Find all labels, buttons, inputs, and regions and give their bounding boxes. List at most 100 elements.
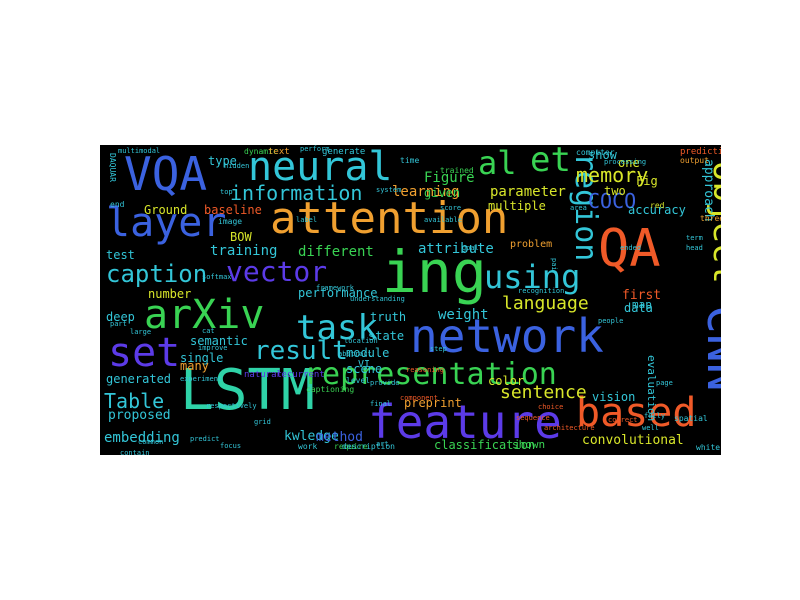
word-perform: perform <box>300 145 330 153</box>
word-choice: choice <box>538 403 564 411</box>
word-sentence: sentence <box>500 382 587 403</box>
word-layer: layer <box>106 200 227 246</box>
word-vision: vision <box>592 390 636 404</box>
word-problem: problem <box>510 239 553 250</box>
word-cloud-canvas: attention network LSTM feature ing QA neural VQ… <box>100 145 721 455</box>
word-caption: caption <box>106 260 208 288</box>
word-ended: ended <box>620 244 642 252</box>
word-accuracy: accuracy <box>628 203 686 217</box>
word-color: color <box>488 374 525 388</box>
word-classification: classification <box>434 438 536 452</box>
word-people: people <box>598 317 624 325</box>
word-final: final <box>370 400 392 408</box>
word-ground: Ground <box>144 203 188 217</box>
word-top: top <box>220 188 233 196</box>
word-captioning: captioning <box>306 385 355 394</box>
word-generate: generate <box>322 147 366 157</box>
word-shown: shown <box>512 438 546 451</box>
word-predict: predict <box>190 435 220 443</box>
word-respectively: respectively <box>206 402 257 410</box>
word-text: text <box>268 147 290 157</box>
word-framework: framework <box>316 284 354 292</box>
word-single: single <box>180 351 224 365</box>
word-work: work <box>298 442 318 451</box>
word-truth: truth <box>370 310 407 324</box>
word-information: information <box>230 181 363 205</box>
word-goal: goal <box>462 244 479 252</box>
word-vi: VI <box>358 359 371 370</box>
word-attribute: attribute <box>418 241 494 257</box>
word-cnn: CNN <box>696 305 721 392</box>
word-provide: provide <box>370 379 400 387</box>
word-memory: memory <box>576 163 649 187</box>
word-fig: Fig <box>636 174 658 188</box>
word-generated: generated <box>106 372 172 386</box>
word-based: based <box>576 390 697 436</box>
word-daquar: DAQUAR <box>108 153 117 182</box>
word-large: large <box>130 328 152 336</box>
word-training: training <box>210 243 278 259</box>
word-page: page <box>656 379 673 387</box>
word-neural: neural <box>248 145 393 190</box>
word-vqa: VQA <box>124 147 208 201</box>
word-parameter: parameter <box>490 184 566 200</box>
word-softmax: softmax <box>202 273 232 281</box>
word-given: given <box>424 186 461 200</box>
word-attention: attention <box>270 193 509 244</box>
word-term: term <box>686 234 703 242</box>
word-prediction: prediction <box>680 147 721 157</box>
word-different: different <box>298 244 374 260</box>
word-trained: trained <box>440 166 474 175</box>
word-performance: performance <box>298 286 378 300</box>
word-cat: cat <box>202 327 215 335</box>
word-vector: vector <box>226 255 328 288</box>
word-data: data <box>624 301 653 315</box>
word-recognition: recognition <box>518 287 565 295</box>
word-output: output <box>680 156 709 165</box>
word-component: component <box>400 394 438 402</box>
word-score: score <box>440 204 462 212</box>
word-preprint: preprint <box>404 396 462 410</box>
word-architecture: architecture <box>544 424 595 432</box>
word-module: module <box>346 346 390 360</box>
word-et: et <box>530 145 571 180</box>
word-convolutional: convolutional <box>582 433 684 448</box>
word-step: step <box>430 345 447 353</box>
word-dynamic: dynamic <box>244 147 278 156</box>
word-sequence: sequence <box>516 414 550 422</box>
word-proposed: proposed <box>108 408 171 423</box>
word-contain: contain <box>120 449 150 456</box>
word-red: red <box>650 201 665 210</box>
word-learning: learning <box>392 184 460 200</box>
word-focus: focus <box>220 442 242 450</box>
word-label: label <box>296 216 318 224</box>
word-correct: correct <box>608 416 638 424</box>
word-deep: deep <box>106 310 135 324</box>
word-well: well <box>642 424 659 432</box>
word-location: location <box>344 337 378 345</box>
word-three: three <box>700 214 721 223</box>
word-computer: computer <box>576 148 615 157</box>
word-result: result <box>254 336 348 366</box>
word-improve: improve <box>198 344 228 352</box>
word-set: set <box>108 330 181 376</box>
word-using: using <box>484 258 581 296</box>
word-lstm: LSTM <box>180 358 315 423</box>
word-figure: Figure <box>424 170 475 186</box>
word-number: number <box>148 287 192 301</box>
word-head: head <box>686 244 703 252</box>
word-description: description <box>342 442 395 451</box>
word-natural: natural <box>244 370 282 380</box>
word-map: map <box>632 298 652 311</box>
word-available: available <box>424 216 462 224</box>
word-one: one <box>618 156 640 170</box>
word-multimodal: multimodal <box>118 147 161 155</box>
word-system: system <box>376 186 402 194</box>
word-language: language <box>502 293 589 314</box>
word-scene: scene <box>346 362 383 376</box>
word-recurrent: recurrent <box>276 370 325 380</box>
word-state: state <box>368 329 405 343</box>
word-image: image <box>218 217 243 226</box>
word-reasoning: reasoning <box>406 366 444 374</box>
word-semantic: semantic <box>190 334 248 348</box>
